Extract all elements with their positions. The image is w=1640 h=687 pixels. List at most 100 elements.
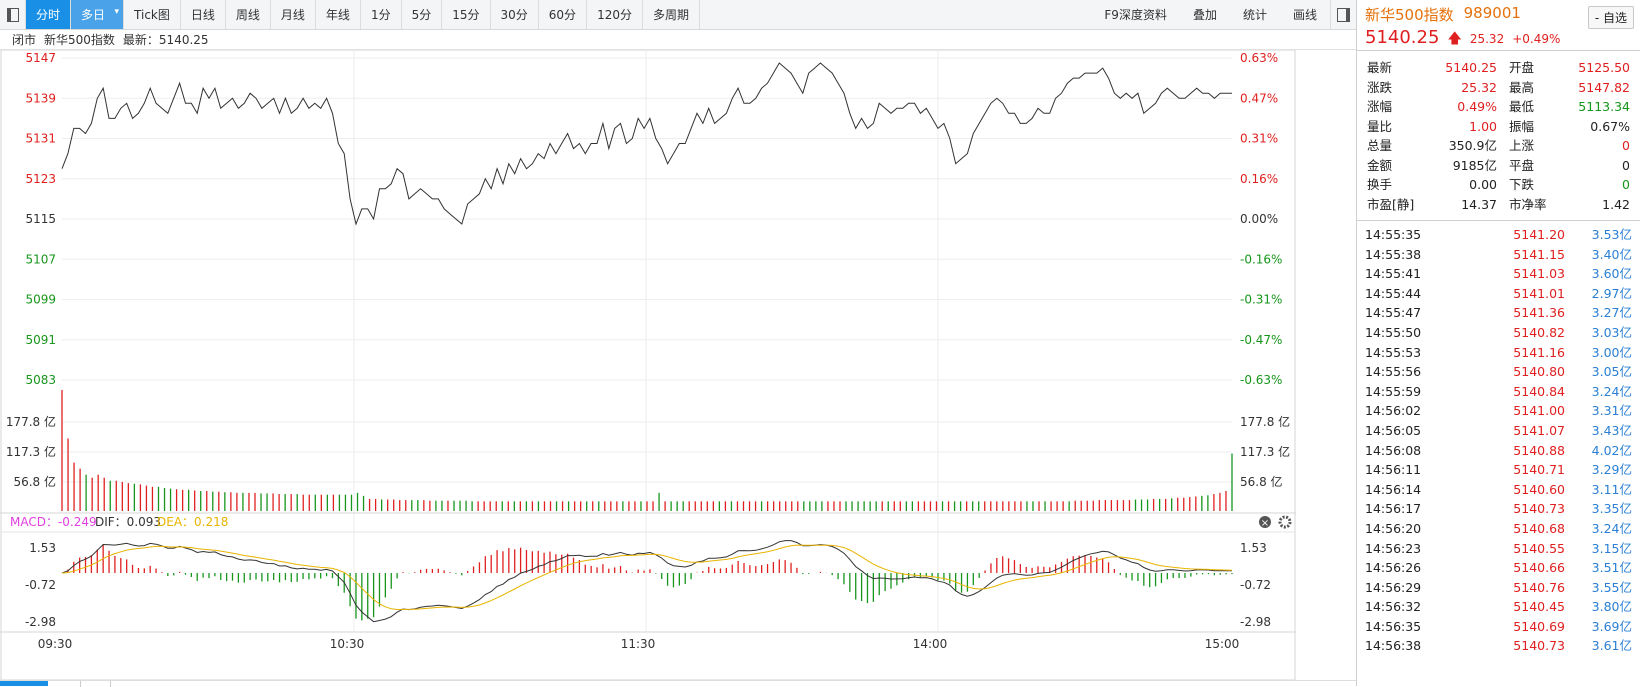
tab-timeshare[interactable]: 分时: [26, 0, 72, 29]
tick-row: 14:56:02 5141.00 3.31亿: [1365, 401, 1632, 421]
quote-label: 金额: [1367, 157, 1393, 173]
quote-price-line: 5140.25 🡅 25.32 +0.49%: [1365, 27, 1632, 52]
tick-volume: 4.02亿: [1591, 442, 1632, 458]
tab-60min[interactable]: 60分: [539, 0, 588, 29]
up-arrow-icon: 🡅: [1447, 31, 1462, 47]
tick-price: 5140.71: [1513, 462, 1565, 478]
tick-row: 14:56:08 5140.88 4.02亿: [1365, 441, 1632, 461]
price-tick-label: 5147: [25, 51, 56, 65]
tick-row: 14:55:59 5140.84 3.24亿: [1365, 382, 1632, 402]
draw-line-button[interactable]: 画线: [1292, 8, 1317, 22]
time-axis-label: 14:00: [913, 637, 948, 651]
tick-volume: 3.29亿: [1591, 462, 1632, 478]
price-tick-label: 5107: [25, 252, 56, 266]
f9-deep-data-button[interactable]: F9深度资料: [1104, 8, 1167, 22]
quote-grid: 最新 5140.25 开盘 5125.50 涨跌 25.32 最高 5147.82 涨幅 0.49…: [1357, 50, 1640, 220]
time-axis-label: 11:30: [621, 637, 656, 651]
tab-tick[interactable]: Tick图: [124, 0, 181, 29]
quote-label: 市盈[静]: [1367, 196, 1415, 212]
tick-price: 5140.82: [1513, 324, 1565, 340]
panel-toggle-right[interactable]: [1330, 0, 1356, 30]
tick-price: 5141.01: [1513, 285, 1565, 301]
quote-label: 量比: [1367, 118, 1393, 134]
gear-icon[interactable]: [1278, 515, 1292, 529]
overlay-button[interactable]: 叠加: [1192, 8, 1217, 22]
tick-time: 14:56:17: [1365, 501, 1422, 517]
tick-volume: 3.60亿: [1591, 266, 1632, 282]
quote-value: 1.42: [1602, 196, 1630, 212]
tab-yearly[interactable]: 年线: [316, 0, 361, 29]
tick-time: 14:55:53: [1365, 344, 1422, 360]
quote-label: 最低: [1509, 99, 1535, 114]
quote-value: 0: [1622, 138, 1630, 153]
tab-weekly[interactable]: 周线: [226, 0, 271, 29]
quote-label: 涨跌: [1367, 79, 1393, 95]
tab-monthly[interactable]: 月线: [271, 0, 316, 29]
tick-volume: 3.80亿: [1591, 599, 1632, 615]
tick-time: 14:56:11: [1365, 462, 1422, 478]
macd-label: MACD：-0.249: [10, 515, 97, 529]
volume-tick-label: 117.3 亿: [6, 444, 56, 459]
statistics-button[interactable]: 统计: [1242, 8, 1267, 22]
volume-tick-label-right: 117.3 亿: [1240, 444, 1290, 459]
quote-value: 0.67%: [1590, 118, 1630, 134]
price-tick-label: 5123: [25, 172, 56, 186]
tick-row: 14:56:23 5140.55 3.15亿: [1365, 539, 1632, 559]
quote-row: 市盈[静] 14.37 市净率 1.42: [1367, 195, 1630, 215]
chart-info-bar: 闭市 新华500指数 最新：5140.25: [0, 30, 1356, 50]
quote-row: 最新 5140.25 开盘 5125.50: [1367, 58, 1630, 78]
add-watchlist-button[interactable]: - 自选: [1587, 6, 1634, 29]
price-tick-label: 5131: [25, 132, 56, 146]
tick-time: 14:56:26: [1365, 560, 1422, 576]
dea-line: [61, 544, 1233, 611]
bottom-active-tab[interactable]: [0, 681, 48, 686]
tick-price: 5140.45: [1513, 599, 1565, 615]
tick-price: 5140.73: [1513, 638, 1565, 654]
tick-row: 14:55:41 5141.03 3.60亿: [1365, 264, 1632, 284]
tick-time: 14:56:14: [1365, 481, 1422, 497]
bottom-divider: [110, 681, 111, 687]
pct-tick-label: -0.16%: [1240, 252, 1282, 266]
tab-multi-day-label: 多日: [81, 8, 106, 22]
tick-row: 14:56:05 5141.07 3.43亿: [1365, 421, 1632, 441]
quote-label: 下跌: [1509, 177, 1535, 192]
panel-toggle-left[interactable]: [0, 0, 26, 29]
quote-label: 开盘: [1509, 60, 1535, 75]
tab-1min[interactable]: 1分: [361, 0, 402, 29]
tick-row: 14:56:32 5140.45 3.80亿: [1365, 597, 1632, 617]
quote-row: 量比 1.00 振幅 0.67%: [1367, 117, 1630, 137]
quote-label: 平盘: [1509, 157, 1535, 173]
tick-row: 14:56:29 5140.76 3.55亿: [1365, 578, 1632, 598]
pct-tick-label: 0.47%: [1240, 91, 1278, 105]
time-axis-label: 10:30: [330, 637, 365, 651]
chart-area[interactable]: 5147 0.63% 5139 0.47% 5131 0.31% 5123 0.16% 5115…: [0, 50, 1356, 686]
tick-row: 14:55:53 5141.16 3.00亿: [1365, 343, 1632, 363]
tick-price: 5141.03: [1513, 266, 1565, 282]
tick-row: 14:56:26 5140.66 3.51亿: [1365, 558, 1632, 578]
quote-code: 989001: [1463, 4, 1521, 22]
tab-30min[interactable]: 30分: [491, 0, 539, 29]
tick-list[interactable]: 14:55:35 5141.20 3.53亿 14:55:38 5141.15 3.40亿…: [1357, 220, 1640, 656]
volume-tick-label: 56.8 亿: [13, 474, 56, 489]
tick-row: 14:55:50 5140.82 3.03亿: [1365, 323, 1632, 343]
toolbar-right-group: F9深度资料 叠加 统计 画线: [1091, 0, 1356, 30]
tick-time: 14:56:08: [1365, 442, 1422, 458]
quote-title: 新华500指数 989001: [1365, 4, 1632, 25]
quote-value: 14.37: [1461, 196, 1497, 212]
tab-daily[interactable]: 日线: [181, 0, 226, 29]
tab-multi-day[interactable]: 多日 ▾: [71, 0, 125, 29]
quote-label: 上涨: [1509, 138, 1535, 153]
market-status: 闭市: [12, 33, 37, 47]
tick-row: 14:55:44 5141.01 2.97亿: [1365, 284, 1632, 304]
tab-15min[interactable]: 15分: [442, 0, 491, 29]
tick-volume: 3.05亿: [1591, 364, 1632, 380]
tab-120min[interactable]: 120分: [587, 0, 643, 29]
macd-tick-label: -0.72: [25, 578, 56, 592]
tab-multi-period[interactable]: 多周期: [643, 0, 700, 29]
tab-5min[interactable]: 5分: [402, 0, 443, 29]
tick-row: 14:56:35 5140.69 3.69亿: [1365, 617, 1632, 637]
panel-toggle-icon: [1337, 7, 1350, 22]
close-icon[interactable]: [1259, 516, 1271, 528]
bottom-divider: [80, 681, 81, 687]
intraday-chart-svg[interactable]: 5147 0.63% 5139 0.47% 5131 0.31% 5123 0.16% 5115…: [0, 50, 1296, 686]
